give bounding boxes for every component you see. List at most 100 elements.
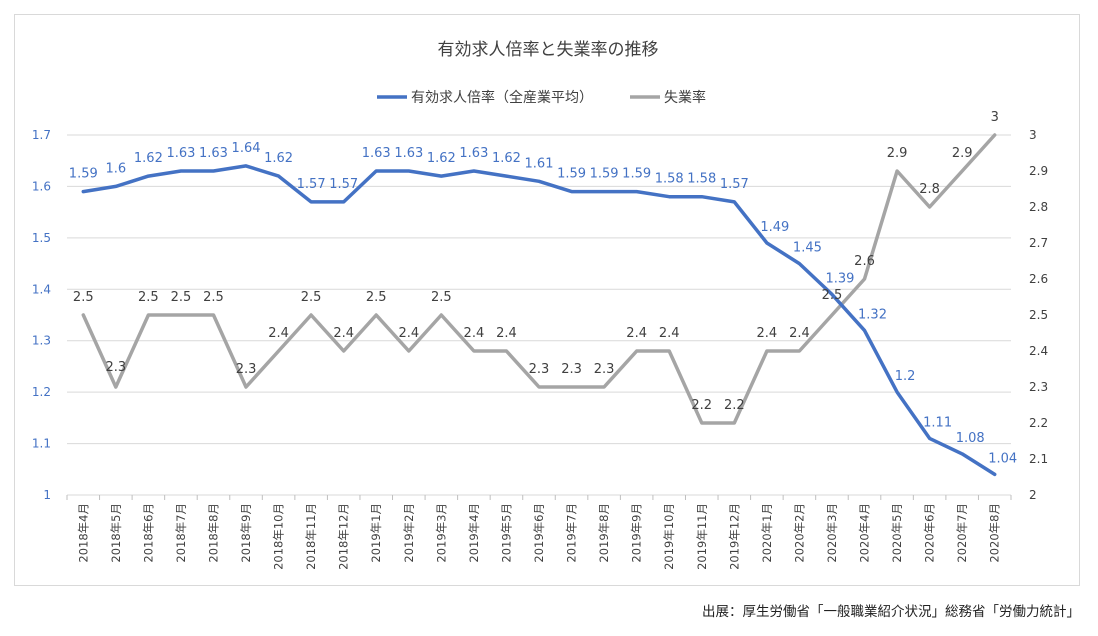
data-label-job-ratio: 1.32	[858, 307, 887, 322]
data-label-unemployment: 2.5	[822, 288, 843, 303]
data-label-job-ratio: 1.59	[622, 167, 651, 182]
data-label-job-ratio: 1.61	[525, 156, 554, 171]
data-label-unemployment: 2.3	[529, 362, 550, 377]
data-label-job-ratio: 1.63	[394, 146, 423, 161]
x-tick-label: 2018年4月	[76, 503, 90, 563]
x-tick-label: 2019年2月	[402, 503, 416, 563]
x-tick-label: 2019年9月	[630, 503, 644, 563]
data-label-job-ratio: 1.59	[557, 167, 586, 182]
y-right-tick-label: 2.1	[1029, 452, 1048, 466]
data-label-job-ratio: 1.63	[362, 146, 391, 161]
x-tick-label: 2019年7月	[565, 503, 579, 563]
data-label-job-ratio: 1.6	[105, 161, 126, 176]
x-tick-label: 2018年11月	[304, 503, 318, 570]
legend-label-job-ratio: 有効求人倍率（全産業平均）	[411, 89, 593, 106]
data-label-job-ratio: 1.58	[655, 172, 684, 187]
x-tick-label: 2018年10月	[272, 503, 286, 570]
data-label-unemployment: 2.4	[268, 326, 289, 341]
x-tick-label: 2020年2月	[792, 503, 806, 563]
y-left-tick-label: 1.3	[32, 334, 51, 348]
data-label-unemployment: 2.3	[594, 362, 615, 377]
data-label-job-ratio: 1.58	[687, 172, 716, 187]
series-line-job-ratio	[81, 164, 997, 477]
data-label-job-ratio: 1.63	[199, 146, 228, 161]
data-label-unemployment: 2.2	[691, 398, 712, 413]
x-tick-label: 2018年7月	[174, 503, 188, 563]
x-tick-label: 2018年12月	[337, 503, 351, 570]
data-label-unemployment: 2.4	[626, 326, 647, 341]
data-label-job-ratio: 1.39	[825, 271, 854, 286]
data-label-job-ratio: 1.57	[720, 177, 749, 192]
y-right-tick-label: 2.3	[1029, 380, 1048, 394]
data-label-unemployment: 2.4	[398, 326, 419, 341]
x-tick-label: 2019年12月	[727, 503, 741, 570]
data-label-job-ratio: 1.57	[297, 177, 326, 192]
data-label-unemployment: 2.9	[887, 146, 908, 161]
x-tick-label: 2019年11月	[695, 503, 709, 570]
data-label-job-ratio: 1.11	[923, 415, 952, 430]
x-tick-label: 2019年5月	[499, 503, 513, 563]
x-tick-label: 2018年9月	[239, 503, 253, 563]
data-label-unemployment: 2.3	[561, 362, 582, 377]
x-tick-label: 2019年8月	[597, 503, 611, 563]
y-left-tick-label: 1.6	[32, 179, 51, 193]
data-label-unemployment: 2.5	[431, 290, 452, 305]
data-label-job-ratio: 1.62	[134, 151, 163, 166]
data-label-job-ratio: 1.63	[459, 146, 488, 161]
data-label-job-ratio: 1.64	[232, 141, 261, 156]
y-left-tick-label: 1.7	[32, 128, 51, 142]
data-label-job-ratio: 1.49	[760, 220, 789, 235]
data-label-job-ratio: 1.63	[166, 146, 195, 161]
data-label-unemployment: 2.5	[171, 290, 192, 305]
chart-frame: 有効求人倍率と失業率の推移 有効求人倍率（全産業平均） 失業率 1 1.1 1.2 1.3 1…	[14, 14, 1080, 586]
data-label-job-ratio: 1.62	[264, 151, 293, 166]
y-right-tick-label: 2.9	[1029, 164, 1048, 178]
y-left-tick-label: 1.2	[32, 385, 51, 399]
data-label-unemployment: 2.4	[333, 326, 354, 341]
x-tick-label: 2018年6月	[141, 503, 155, 563]
x-tick-label: 2019年4月	[467, 503, 481, 563]
data-label-unemployment: 2.3	[105, 360, 126, 375]
data-label-job-ratio: 1.04	[988, 451, 1017, 466]
data-label-unemployment: 2.5	[366, 290, 387, 305]
data-label-unemployment: 2.5	[203, 290, 224, 305]
data-label-unemployment: 2.4	[789, 326, 810, 341]
chart-title: 有効求人倍率と失業率の推移	[438, 40, 659, 60]
x-tick-label: 2019年3月	[434, 503, 448, 563]
data-label-unemployment: 2.3	[236, 362, 257, 377]
y-left-tick-label: 1.4	[32, 282, 51, 296]
data-label-unemployment: 2.8	[919, 182, 940, 197]
x-tick-label: 2020年6月	[923, 503, 937, 563]
data-label-unemployment: 2.4	[464, 326, 485, 341]
data-label-unemployment: 2.5	[73, 290, 94, 305]
y-right-tick-label: 3	[1029, 128, 1037, 142]
data-label-unemployment: 2.6	[854, 254, 875, 269]
data-label-job-ratio: 1.62	[492, 151, 521, 166]
x-tick-label: 2019年6月	[532, 503, 546, 563]
x-tick-label: 2020年5月	[890, 503, 904, 563]
data-label-job-ratio: 1.59	[69, 167, 98, 182]
x-tick-label: 2020年4月	[858, 503, 872, 563]
y-right-tick-label: 2.5	[1029, 308, 1048, 322]
data-label-job-ratio: 1.62	[427, 151, 456, 166]
data-label-job-ratio: 1.08	[956, 431, 985, 446]
data-label-unemployment: 2.4	[757, 326, 778, 341]
data-label-unemployment: 2.4	[659, 326, 680, 341]
data-label-unemployment: 3	[991, 110, 999, 125]
data-label-job-ratio: 1.45	[793, 241, 822, 256]
x-tick-label: 2020年3月	[825, 503, 839, 563]
data-label-unemployment: 2.5	[301, 290, 322, 305]
y-left-tick-label: 1	[43, 488, 51, 502]
source-note: 出展：厚生労働省「一般職業紹介状況」総務省「労働力統計」	[702, 604, 1080, 620]
x-tick-label: 2018年5月	[109, 503, 123, 563]
y-right-tick-label: 2.7	[1029, 236, 1048, 250]
x-tick-label: 2020年1月	[760, 503, 774, 563]
x-tick-label: 2020年7月	[955, 503, 969, 563]
y-left-tick-label: 1.1	[32, 437, 51, 451]
y-right-tick-label: 2.2	[1029, 416, 1048, 430]
y-left-tick-label: 1.5	[32, 231, 51, 245]
data-label-unemployment: 2.2	[724, 398, 745, 413]
data-label-job-ratio: 1.57	[329, 177, 358, 192]
x-tick-label: 2019年10月	[662, 503, 676, 570]
